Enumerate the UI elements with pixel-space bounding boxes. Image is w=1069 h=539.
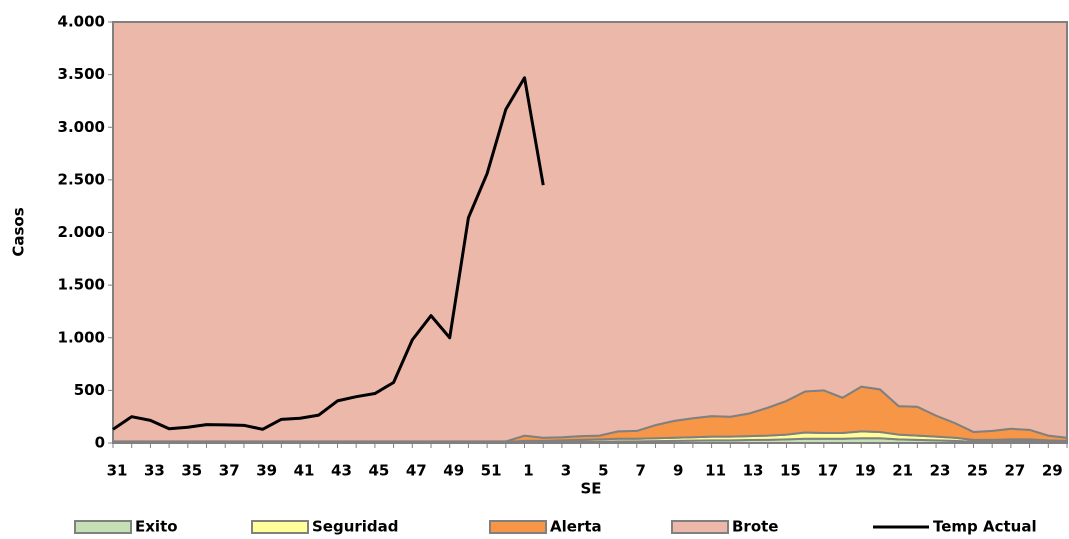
x-tick-label: 51	[481, 462, 502, 480]
x-tick-label: 15	[780, 462, 801, 480]
y-tick-label: 2.500	[58, 170, 105, 188]
x-tick-label: 47	[406, 462, 427, 480]
x-tick-label: 45	[368, 462, 389, 480]
y-tick-label: 0	[95, 434, 105, 452]
y-tick-label: 1.500	[58, 276, 105, 294]
x-tick-label: 33	[144, 462, 165, 480]
y-tick-label: 2.000	[58, 223, 105, 241]
x-tick-label: 39	[256, 462, 277, 480]
x-tick-label: 29	[1042, 462, 1063, 480]
legend-swatch	[251, 520, 309, 534]
x-tick-label: 17	[817, 462, 838, 480]
legend-label: Brote	[732, 518, 778, 536]
legend-label: Exito	[135, 518, 178, 536]
x-tick-label: 35	[181, 462, 202, 480]
x-tick-label: 41	[294, 462, 315, 480]
y-tick-label: 1.000	[58, 328, 105, 346]
legend-swatch	[671, 520, 729, 534]
x-tick-label: 11	[705, 462, 726, 480]
x-tick-label: 1	[523, 462, 533, 480]
y-tick-label: 3.500	[58, 65, 105, 83]
legend-label: Alerta	[550, 518, 602, 536]
x-tick-label: 31	[107, 462, 128, 480]
y-tick-label: 3.000	[58, 118, 105, 136]
x-tick-label: 13	[743, 462, 764, 480]
x-tick-label: 23	[930, 462, 951, 480]
x-tick-label: 43	[331, 462, 352, 480]
y-tick-label: 500	[74, 381, 105, 399]
legend-swatch	[489, 520, 547, 534]
x-tick-label: 9	[673, 462, 683, 480]
area	[112, 21, 1068, 443]
x-tick-label: 3	[561, 462, 571, 480]
y-axis-title: Casos	[10, 207, 28, 256]
line	[112, 76, 545, 431]
y-tick-label: 4.000	[58, 13, 105, 31]
x-tick-label: 7	[636, 462, 646, 480]
legend-label: Seguridad	[312, 518, 399, 536]
x-tick-label: 49	[443, 462, 464, 480]
legend-swatch	[74, 520, 132, 534]
x-tick-label: 27	[1004, 462, 1025, 480]
x-tick-label: 21	[892, 462, 913, 480]
x-tick-label: 37	[219, 462, 240, 480]
x-axis-title: SE	[580, 480, 601, 498]
x-tick-label: 25	[967, 462, 988, 480]
x-tick-label: 19	[855, 462, 876, 480]
x-tick-label: 5	[598, 462, 608, 480]
legend-label: Temp Actual	[933, 518, 1037, 536]
